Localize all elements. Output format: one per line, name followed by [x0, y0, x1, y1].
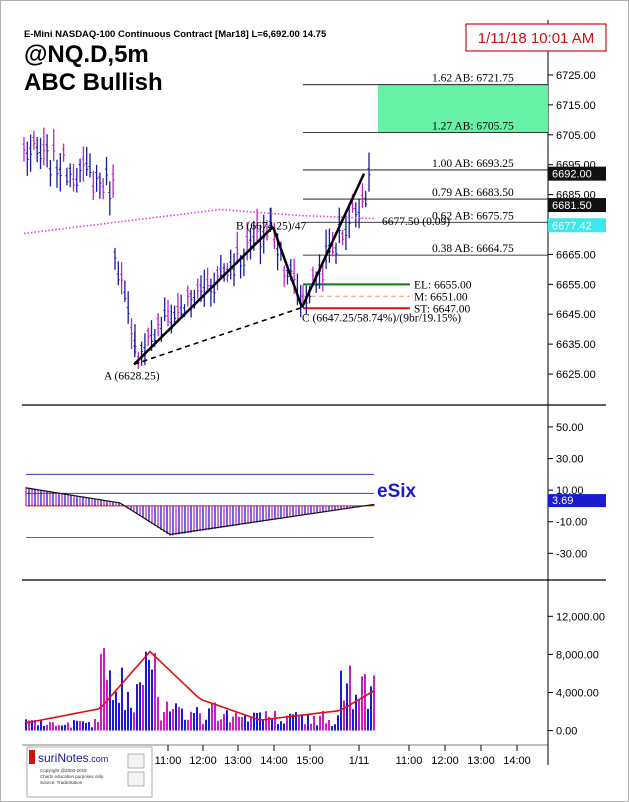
price-tag-box	[548, 198, 606, 213]
trade-level-label: ST: 6647.00	[414, 303, 471, 315]
esix-panel	[25, 473, 375, 538]
price-y-tick-label: 6665.00	[556, 249, 596, 261]
fib-level-label: 1.27 AB: 6705.75	[432, 121, 514, 133]
point-c-label: C (6647.25/58.74%)/(9br/19.15%)	[302, 313, 461, 325]
volume-average-line	[25, 650, 375, 724]
x-tick-label: 15:00	[296, 755, 324, 767]
price-y-tick-label: 6645.00	[556, 309, 596, 321]
logo-line3: Source: TradeStation	[40, 780, 83, 785]
logo-brand: suriNotes.com	[38, 751, 108, 765]
x-tick-label: 14:00	[503, 755, 531, 767]
logo-flag-2	[127, 771, 145, 787]
price-y-tick-label: 6725.00	[556, 70, 596, 82]
logo-flag	[127, 753, 145, 769]
esix-value-tag	[548, 494, 606, 508]
volume-y-tick-label: 12,000.00	[556, 611, 605, 623]
leg-ab	[133, 225, 274, 366]
x-tick-label: 13:00	[224, 755, 252, 767]
volume-y-tick-label: 8,000.00	[556, 649, 599, 661]
logo-brand-domain: .com	[89, 754, 109, 764]
price-tag-box	[548, 166, 606, 181]
logo-brand-name: suriNotes	[38, 751, 89, 765]
pattern-title: ABC Bullish	[24, 69, 163, 96]
x-tick-label: 11:00	[396, 755, 423, 767]
logo-mark	[29, 750, 35, 764]
timestamp-box	[465, 23, 607, 52]
esix-y-tick-label: 30.00	[556, 454, 584, 466]
leg-ac-dashed	[133, 306, 303, 366]
x-tick-label: 13:00	[467, 755, 495, 767]
fib-level-label: 1.00 AB: 6693.25	[432, 158, 514, 170]
esix-signal-line	[25, 487, 375, 536]
esix-y-tick-label: -30.00	[556, 548, 587, 560]
price-panel: 1.62 AB: 6721.75 1.27 AB: 6705.75 1.00 AB:…	[22, 73, 548, 382]
price-tag-label: 6681.50	[552, 200, 592, 212]
moving-average-line	[23, 208, 377, 235]
leg-bc	[271, 226, 304, 308]
esix-y-tick-label: 50.00	[556, 422, 584, 434]
logo: suriNotes.com Copyright @2003-2018 Chart…	[26, 746, 153, 798]
trade-level-label: M: 6651.00	[414, 291, 468, 303]
x-tick-label: 11:00	[155, 755, 182, 767]
contract-line: E-Mini NASDAQ-100 Continuous Contract [M…	[24, 29, 327, 40]
x-tick-label: 1/11	[349, 755, 370, 767]
price-tag-label: 6692.00	[552, 169, 592, 181]
fib-level-label: 0.62 AB: 6675.75	[432, 210, 514, 222]
x-tick-label: 12:00	[431, 755, 459, 767]
fib-level-label: 1.62 AB: 6721.75	[432, 73, 514, 85]
leg-cd	[300, 173, 366, 309]
volume-panel	[25, 647, 375, 731]
price-tag-label: 6677.42	[552, 220, 592, 232]
price-y-tick-label: 6625.00	[556, 369, 596, 381]
price-y-tick-label: 6635.00	[556, 339, 596, 351]
trade-level-label: EL: 6655.00	[414, 279, 472, 291]
mid-annotation: 6677.50 (0.09)	[382, 216, 450, 228]
point-b-label: B (6674.25)/47	[236, 221, 307, 233]
x-tick-label: 12:00	[189, 755, 217, 767]
price-y-tick-label: 6705.00	[556, 130, 596, 142]
esix-y-tick-label: -10.00	[556, 517, 587, 529]
fib-level-label: 0.79 AB: 6683.50	[432, 187, 514, 199]
axes: 6725.006715.006705.006695.006685.006675.…	[155, 70, 606, 767]
symbol-title: @NQ.D,5m	[24, 41, 149, 68]
target-zone	[378, 84, 548, 133]
logo-line2: Charts education purposes only.	[40, 774, 104, 779]
volume-y-tick-label: 4,000.00	[556, 687, 599, 699]
logo-line1: Copyright @2003-2018	[40, 768, 87, 773]
price-y-tick-label: 6715.00	[556, 100, 596, 112]
volume-y-tick-label: 0.00	[556, 726, 577, 738]
point-a-label: A (6628.25)	[104, 370, 160, 382]
fib-level-label: 0.38 AB: 6664.75	[432, 243, 514, 255]
price-y-tick-label: 6655.00	[556, 279, 596, 291]
price-tag-box	[548, 218, 606, 233]
x-tick-label: 14:00	[260, 755, 288, 767]
esix-value-label: 3.69	[552, 495, 573, 507]
esix-title: eSix	[377, 481, 417, 502]
timestamp: 1/11/18 10:01 AM	[478, 30, 594, 47]
